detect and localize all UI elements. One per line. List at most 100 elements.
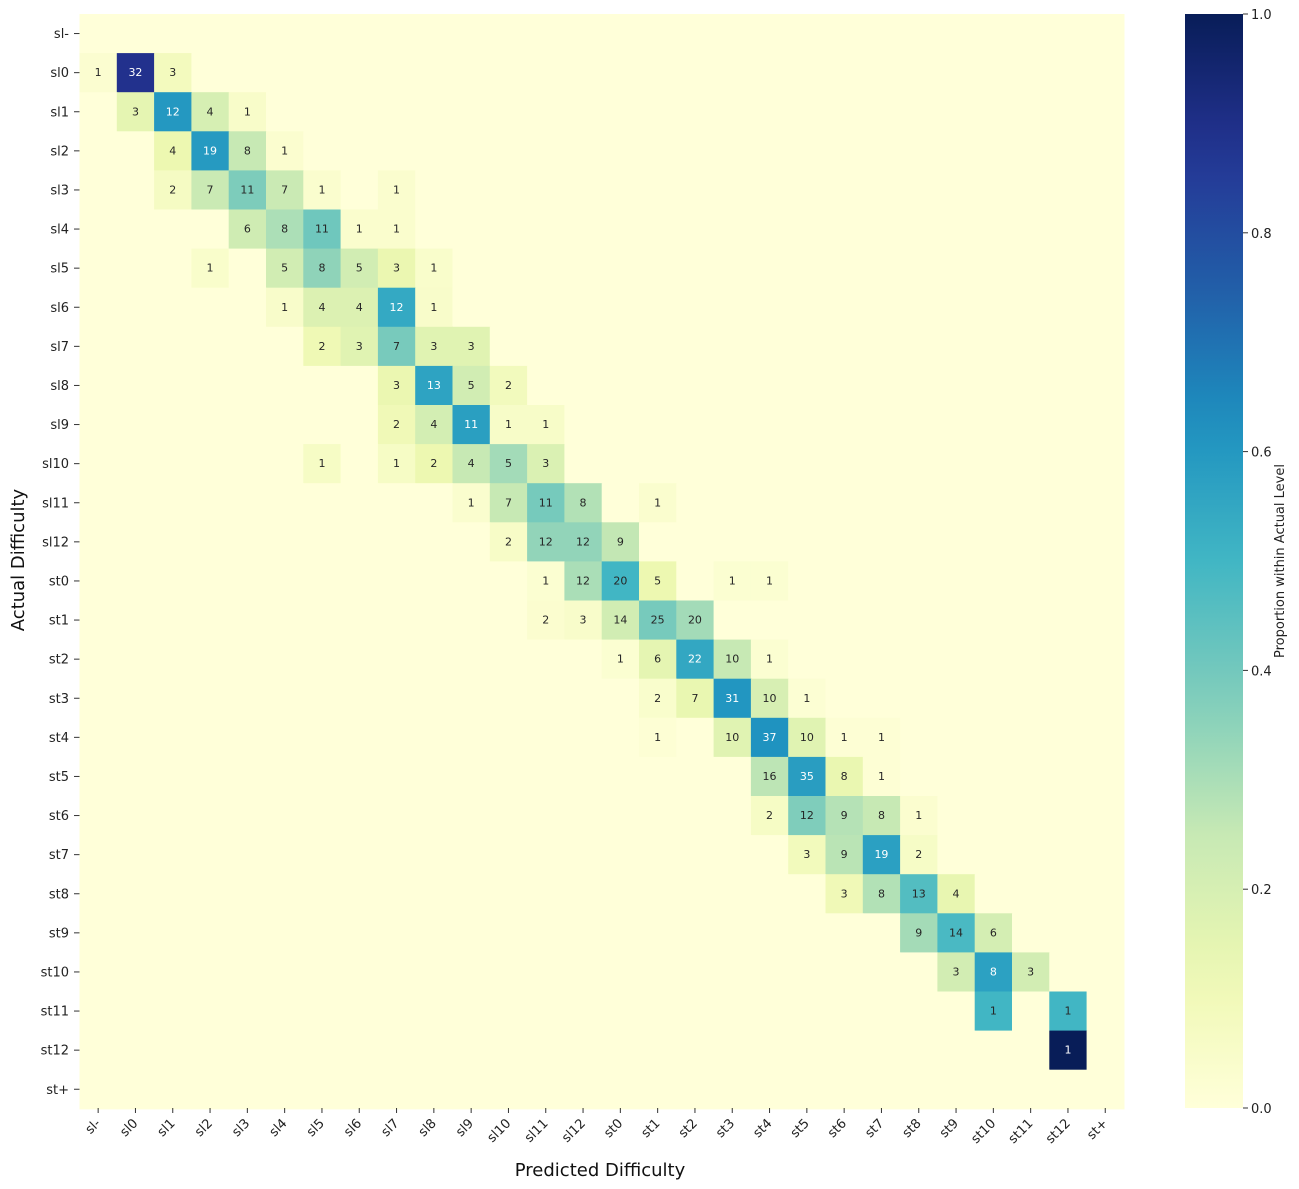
heatmap-cell [788,639,827,680]
x-tick-label: sl12 [559,1116,589,1146]
heatmap-cell [639,405,677,445]
heatmap-cell [266,796,304,836]
cell-count-label: 6 [244,223,251,236]
cell-count-label: 12 [166,105,180,118]
heatmap-cell [1012,405,1050,445]
cell-count-label: 3 [953,965,960,978]
heatmap-cell [750,913,789,953]
heatmap-cell [415,796,454,836]
heatmap-cell [228,1069,267,1110]
cell-count-label: 2 [393,418,400,431]
heatmap-cell [1049,365,1088,406]
heatmap-cell [415,991,454,1032]
heatmap-cell [79,991,118,1032]
heatmap-cell [862,717,901,758]
heatmap-cell [489,991,528,1032]
y-tick-label: sl11 [42,496,69,511]
heatmap-cell [452,1069,491,1110]
y-tick-label: st5 [49,770,69,785]
heatmap-cell [676,991,715,1032]
heatmap-cell [415,444,454,484]
heatmap-cell [788,326,827,367]
heatmap-cell [79,678,118,719]
cell-count-label: 8 [318,262,325,275]
heatmap-cell [564,444,603,484]
cell-count-label: 8 [878,809,885,822]
heatmap-cell [340,326,379,367]
heatmap-cell [228,796,267,836]
heatmap-cell [303,1069,342,1110]
heatmap-cell [191,874,230,914]
heatmap-cell [116,209,155,250]
heatmap-cell [489,717,528,758]
heatmap-cell [1012,756,1050,797]
heatmap-cell [340,170,379,211]
heatmap-cell [750,326,789,367]
heatmap-cell [862,131,901,171]
heatmap-cell [974,561,1013,602]
heatmap-cell [825,170,864,211]
heatmap-cell [862,561,901,602]
heatmap-cell [377,991,416,1032]
heatmap-cell [639,248,677,289]
heatmap-cell [79,1030,118,1071]
heatmap-cell [750,483,789,523]
heatmap-cell [1049,131,1088,171]
cell-count-label: 1 [803,692,810,705]
heatmap-cell [676,444,715,484]
cell-count-label: 2 [318,340,325,353]
heatmap-cell [154,444,192,484]
heatmap-cell [1012,53,1050,93]
heatmap-cell [750,561,789,602]
heatmap-cell [750,405,789,445]
heatmap-cell [713,365,752,406]
heatmap-cell [676,874,715,914]
heatmap-cell [676,170,715,211]
y-tick-label: st11 [41,1005,69,1020]
heatmap-cell [713,209,752,250]
heatmap-cell [452,170,491,211]
heatmap-cell [527,522,565,562]
heatmap-cell [489,561,528,602]
heatmap-cell [415,639,454,680]
heatmap-cell [862,913,901,953]
heatmap-cell [825,365,864,406]
y-tick-labels: sl-sl0 sl1 sl2 sl3 sl4 sl5 sl6 sl7 sl8 sl9 sl10 sl1… [41,27,80,1098]
heatmap-cell [489,53,528,93]
heatmap-cell [713,561,752,602]
heatmap-cell [266,991,304,1032]
x-tick-label: st3 [713,1116,738,1141]
heatmap-cell [1086,600,1125,641]
heatmap-cell [1086,131,1125,171]
heatmap-cell [862,991,901,1032]
heatmap-cell [564,796,603,836]
heatmap-cell [713,874,752,914]
heatmap-cell [862,1069,901,1110]
colorbar-tick-label: 0.2 [1251,883,1272,898]
heatmap-cell [266,561,304,602]
heatmap-cell [154,326,192,367]
heatmap-cell [303,326,342,367]
heatmap-cell [79,717,118,758]
heatmap-cell [266,1069,304,1110]
heatmap-cell [340,756,379,797]
heatmap-cell [527,287,565,328]
heatmap-cell [154,678,192,719]
cell-count-label: 14 [613,614,627,627]
heatmap-cell [750,248,789,289]
heatmap-cell [527,444,565,484]
cell-count-label: 1 [654,496,661,509]
heatmap-cell [676,756,715,797]
heatmap-cell [79,561,118,602]
heatmap-cell [825,639,864,680]
heatmap-cell [303,756,342,797]
heatmap-cell [564,170,603,211]
x-tick-label: sl4 [267,1116,291,1140]
cell-count-label: 11 [464,418,478,431]
heatmap-cell [489,600,528,641]
cell-count-label: 20 [688,614,702,627]
heatmap-cell [154,365,192,406]
heatmap-cell [1086,835,1125,875]
x-tick-label: st12 [1043,1116,1074,1147]
heatmap-cell [228,405,267,445]
